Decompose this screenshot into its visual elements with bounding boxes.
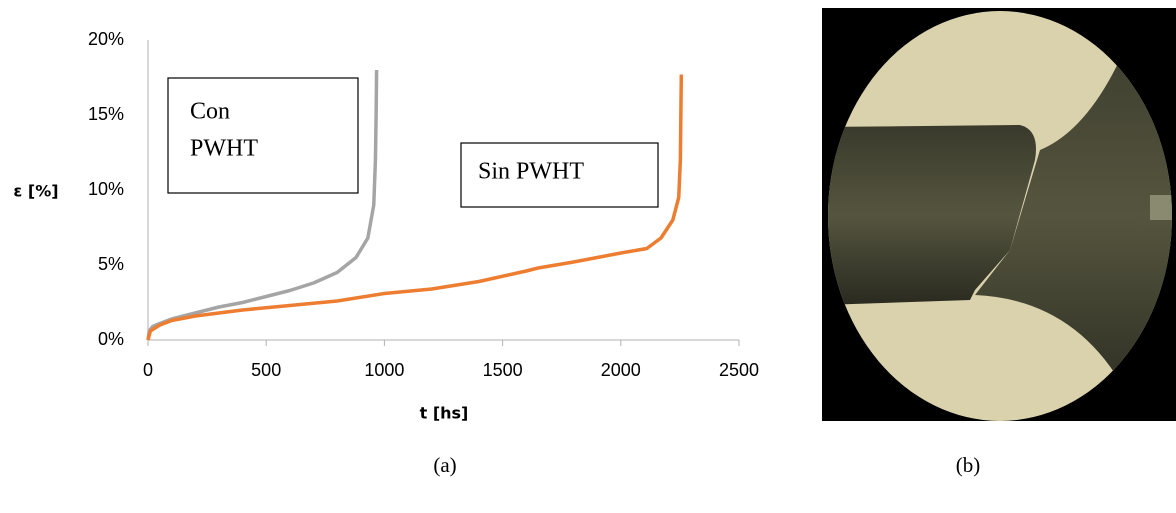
page: Con PWHT Sin PWHT ε [%] t [hs] (a) (b) 0…: [0, 0, 1176, 513]
annotation: Sin PWHT: [478, 159, 584, 185]
x-tick-label: 0: [143, 360, 153, 380]
photo: [822, 8, 1176, 421]
y-tick-label: 10%: [88, 179, 124, 199]
y-axis-label: ε [%]: [13, 182, 58, 201]
x-tick-label: 500: [251, 360, 281, 380]
y-tick-label: 15%: [88, 104, 124, 124]
x-tick-label: 2500: [719, 360, 759, 380]
x-tick-label: 2000: [601, 360, 641, 380]
y-tick-label: 0%: [98, 329, 124, 349]
x-axis-label: t [hs]: [420, 404, 469, 423]
y-tick-label: 5%: [98, 254, 124, 274]
annotation: Con: [190, 99, 230, 125]
annotation: PWHT: [190, 136, 258, 162]
figure: Con PWHT Sin PWHT ε [%] t [hs] (a) (b) 0…: [0, 0, 1176, 513]
caption: (b): [956, 453, 981, 477]
x-tick-label: 1500: [483, 360, 523, 380]
caption: (a): [433, 453, 456, 477]
x-tick-label: 1000: [364, 360, 404, 380]
y-tick-label: 20%: [88, 29, 124, 49]
